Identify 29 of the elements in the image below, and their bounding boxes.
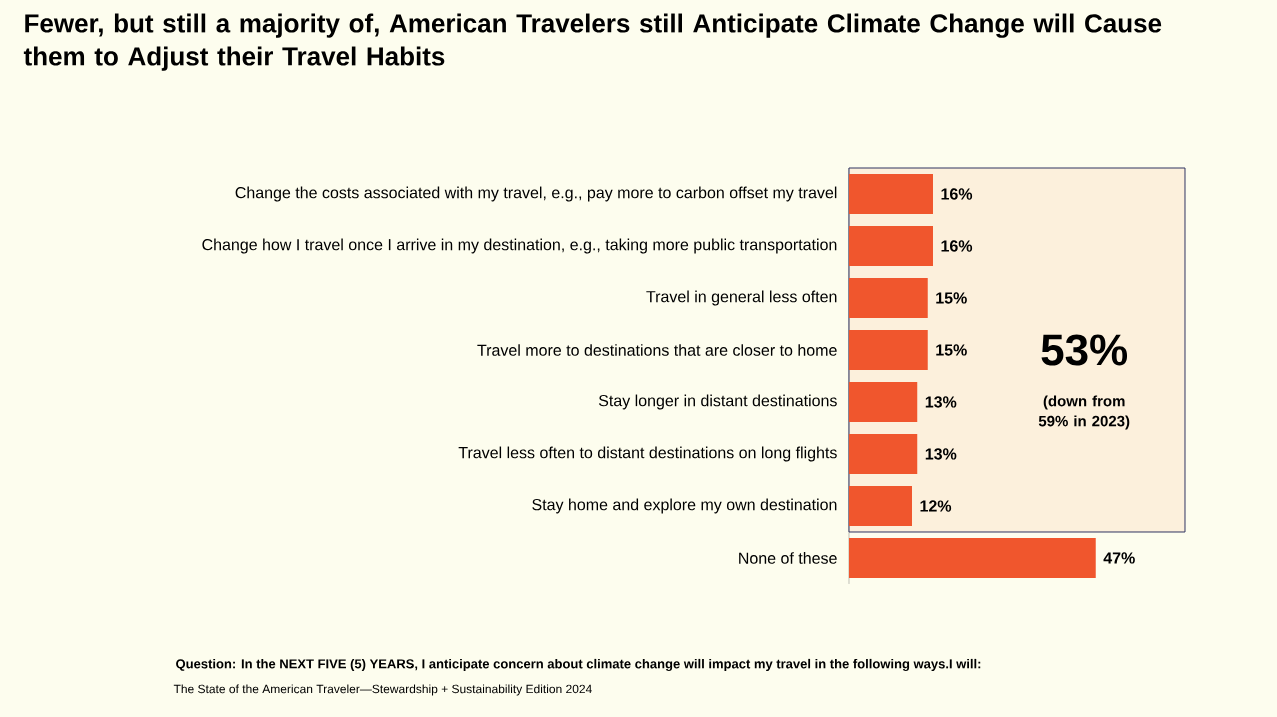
bar <box>849 330 928 370</box>
data-label: 13% <box>925 448 957 460</box>
bar <box>849 226 933 266</box>
y-tick-label: None of these <box>739 552 837 564</box>
data-label: 15% <box>936 344 967 356</box>
y-tick-label: Change the costs associated with my travel, e.g., pay more to carbon offset my travel <box>235 186 837 202</box>
y-tick-label: Travel more to destinations that are closer to home <box>477 344 837 356</box>
bar <box>849 174 933 214</box>
y-tick-label: Travel in general less often <box>646 290 837 306</box>
bar <box>849 434 918 474</box>
data-label: 12% <box>920 500 952 512</box>
bar <box>849 485 912 526</box>
y-tick-label: Stay longer in distant destinations <box>598 394 837 410</box>
text: The State of the American Traveler—Stewardship + Sustainability Edition 2024 <box>173 684 592 696</box>
y-tick-label: Stay home and explore my own destination <box>532 498 837 514</box>
data-label: 47% <box>1103 552 1135 564</box>
bar <box>849 278 928 318</box>
bar <box>849 537 1096 578</box>
annotation: (down from 59% in 2023) <box>1038 395 1130 430</box>
data-label: 15% <box>936 292 967 304</box>
annotation: 53% <box>1041 334 1128 366</box>
data-label: 16% <box>941 240 973 252</box>
data-label: 16% <box>941 188 973 200</box>
y-tick-label: Travel less often to distant destinations on long flights <box>458 446 837 462</box>
data-label: 13% <box>925 396 957 408</box>
text: Fewer, but still a majority of, American Travelers still Anticipate Climate Change will Cause them to Adjust their Travel Habits <box>23 13 1162 71</box>
y-tick-label: Change how I travel once I arrive in my destination, e.g., taking more public transportation <box>202 238 837 254</box>
bar <box>849 382 918 422</box>
text: Question: In the NEXT FIVE (5) YEARS, I anticipate concern about climate change will impact my travel in the following ways.I will: <box>176 658 981 672</box>
